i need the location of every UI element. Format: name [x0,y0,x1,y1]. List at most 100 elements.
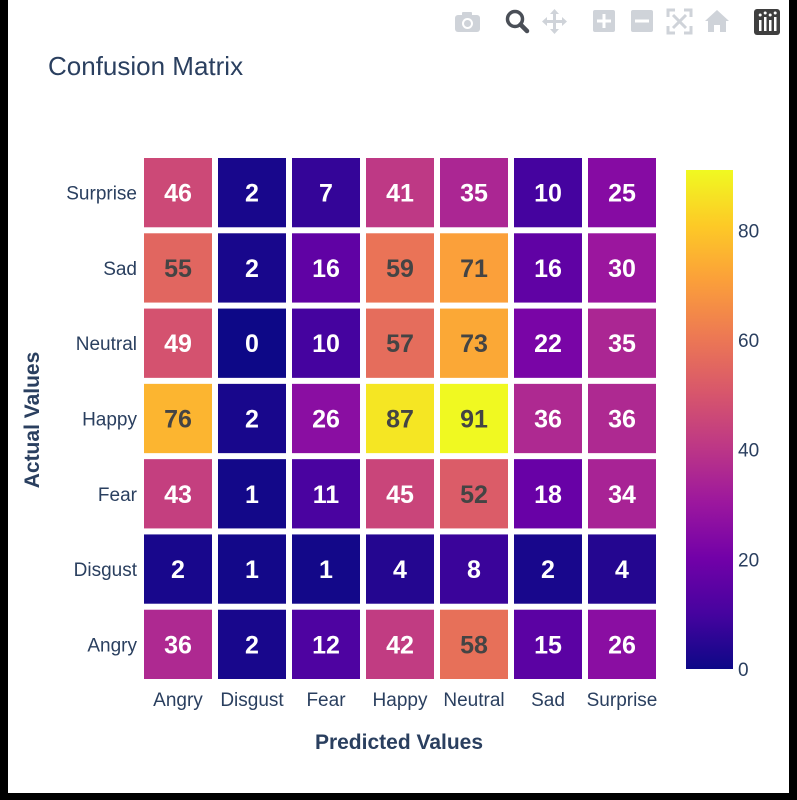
heatmap-cell[interactable] [144,609,212,679]
heatmap-cell[interactable] [144,459,212,529]
cell-value-label: 59 [386,255,414,283]
heatmap-cell[interactable] [218,233,286,303]
cell-value-label: 42 [386,631,414,659]
reset-axes-icon[interactable] [705,10,729,32]
cell-value-label: 41 [386,180,414,208]
heatmap-cell[interactable] [514,233,582,303]
autoscale-icon[interactable] [666,8,693,35]
x-tick-label: Happy [373,690,428,711]
cell-value-label: 46 [164,180,192,208]
heatmap-cell[interactable] [218,609,286,679]
heatmap-cell[interactable] [366,459,434,529]
heatmap-cell[interactable] [218,383,286,454]
heatmap-cell[interactable] [292,308,360,378]
heatmap-cell[interactable] [588,383,656,454]
heatmap-cell[interactable] [440,233,508,303]
cell-value-label: 8 [467,556,481,584]
cell-value-label: 43 [164,481,192,509]
heatmap-cell[interactable] [440,158,508,228]
heatmap-cell[interactable] [292,383,360,454]
heatmap-cell[interactable] [218,158,286,228]
heatmap-cell[interactable] [366,233,434,303]
cell-value-label: 36 [164,631,192,659]
heatmap-cell[interactable] [218,459,286,529]
cell-value-label: 16 [312,255,340,283]
cell-value-label: 30 [608,255,636,283]
heatmap-cell[interactable] [514,308,582,378]
heatmap-cell[interactable] [440,383,508,454]
cell-value-label: 26 [608,631,636,659]
colorbar[interactable] [686,170,733,669]
pan-icon[interactable] [542,9,567,34]
heatmap-cell[interactable] [144,233,212,303]
cell-value-label: 1 [245,556,259,584]
heatmap-cell[interactable] [588,534,656,604]
heatmap-cell[interactable] [366,383,434,454]
heatmap-cell[interactable] [292,459,360,529]
heatmap-cell[interactable] [292,534,360,604]
y-tick-label: Angry [87,635,137,656]
plotly-logo-icon[interactable] [754,9,780,35]
heatmap-cell[interactable] [144,534,212,604]
heatmap-cell[interactable] [366,158,434,228]
chart-frame: Confusion Matrix 36 2 12 42 58 15 26 2 1 1 4 8 2 4 43 1… [8,0,789,793]
heatmap-cell[interactable] [588,609,656,679]
heatmap-cell[interactable] [366,609,434,679]
zoom-in-icon[interactable] [593,10,615,32]
heatmap-cell[interactable] [292,233,360,303]
heatmap-cell[interactable] [144,158,212,228]
cell-value-label: 2 [245,255,259,283]
cell-value-label: 2 [245,406,259,434]
heatmap-cell[interactable] [440,534,508,604]
camera-icon[interactable] [455,12,480,32]
x-axis-ticks: Angry Disgust Fear Happy Neutral Sad Surprise [153,690,657,711]
heatmap-cell[interactable] [440,459,508,529]
heatmap-cell[interactable] [514,459,582,529]
zoom-icon[interactable] [505,9,530,34]
heatmap-cell[interactable] [440,308,508,378]
cell-value-label: 12 [312,631,340,659]
heatmap-cell[interactable] [218,308,286,378]
heatmap-cell[interactable] [218,534,286,604]
x-tick-label: Neutral [443,690,504,711]
y-axis-title: Actual Values [21,352,44,489]
cell-value-label: 2 [171,556,185,584]
heatmap-cell[interactable] [514,158,582,228]
heatmap-cell[interactable] [588,308,656,378]
heatmap-cell[interactable] [514,609,582,679]
heatmap-cell[interactable] [366,534,434,604]
colorbar-tick-label: 60 [738,331,759,352]
cell-value-label: 18 [534,481,562,509]
heatmap-cell[interactable] [292,609,360,679]
cell-value-label: 71 [460,255,488,283]
heatmap-cell[interactable] [366,308,434,378]
heatmap-cell[interactable] [292,158,360,228]
colorbar-tick-label: 20 [738,550,759,571]
heatmap-cells[interactable] [144,158,656,679]
heatmap-cell[interactable] [144,383,212,454]
cell-value-label: 1 [319,556,333,584]
cell-value-label: 52 [460,481,488,509]
y-tick-label: Disgust [74,560,138,581]
chart-title: Confusion Matrix [48,51,243,81]
heatmap-cell[interactable] [440,609,508,679]
heatmap-cell[interactable] [514,383,582,454]
cell-value-label: 36 [608,406,636,434]
heatmap-cell[interactable] [588,233,656,303]
y-tick-label: Neutral [76,334,137,355]
y-tick-label: Sad [103,259,137,280]
cell-value-label: 16 [534,255,562,283]
cell-value-label: 1 [245,481,259,509]
heatmap-cell[interactable] [588,459,656,529]
heatmap-cell[interactable] [514,534,582,604]
cell-value-label: 7 [319,180,333,208]
heatmap-cell[interactable] [588,158,656,228]
zoom-out-icon[interactable] [631,10,653,32]
cell-value-label: 45 [386,481,414,509]
colorbar-ticks: 0 20 40 60 80 [738,221,759,681]
cell-value-label: 87 [386,406,414,434]
cell-value-label: 91 [460,406,488,434]
x-tick-label: Surprise [587,690,658,711]
heatmap-cell[interactable] [144,308,212,378]
